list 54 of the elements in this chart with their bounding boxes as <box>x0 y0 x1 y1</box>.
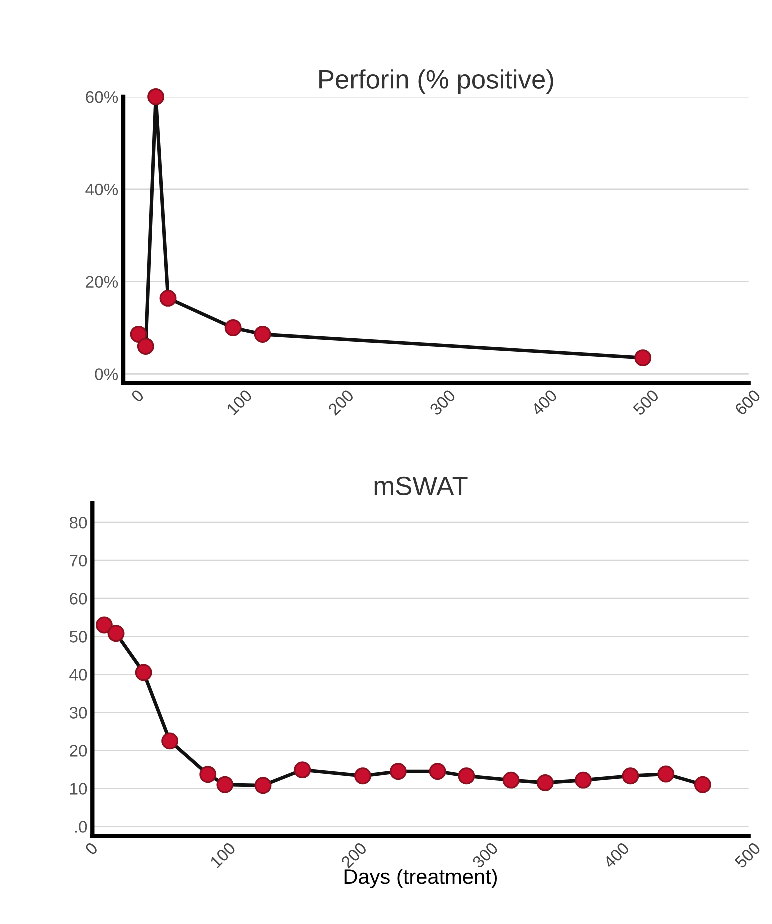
point <box>458 768 476 785</box>
point <box>658 766 675 783</box>
x-tick-label: 500 <box>632 389 660 416</box>
y-tick-label: 20% <box>86 276 118 288</box>
x-tick-label: 200 <box>328 389 355 416</box>
point <box>216 776 234 794</box>
y-tick-label: 40 <box>70 669 88 681</box>
point <box>160 290 177 307</box>
x-tick-label: 400 <box>602 842 630 870</box>
chart-title: Perforin (% positive) <box>320 70 554 94</box>
point <box>254 777 272 794</box>
y-tick-label: .0 <box>75 821 88 833</box>
x-tick-label: 500 <box>734 842 762 869</box>
x-tick-label: 0 <box>84 842 99 856</box>
point <box>162 732 179 750</box>
chart-title: mSWAT <box>374 476 468 496</box>
y-tick-label: 60% <box>86 91 118 104</box>
point <box>429 763 446 780</box>
y-tick-label: 30 <box>70 707 88 719</box>
x-tick-label: 300 <box>472 842 499 869</box>
y-tick-label: 20 <box>70 745 88 757</box>
y-tick-label: 0% <box>95 368 118 380</box>
point <box>502 772 520 789</box>
point <box>354 768 372 785</box>
x-tick-label: 0 <box>130 389 145 404</box>
point <box>575 772 592 789</box>
point <box>536 774 554 792</box>
point <box>137 338 154 355</box>
y-tick-label: 70 <box>70 555 88 567</box>
point <box>108 625 125 642</box>
point <box>200 766 217 784</box>
point <box>148 88 165 106</box>
x-tick-label: 400 <box>530 389 558 416</box>
x-tick-label: 200 <box>340 842 368 869</box>
x-tick-label: 300 <box>429 389 456 416</box>
y-tick-label: 40% <box>86 184 118 196</box>
y-tick-label: 50 <box>70 631 88 643</box>
x-tick-label: 100 <box>210 842 236 868</box>
point <box>96 616 113 634</box>
point <box>622 768 640 785</box>
y-tick-label: 80 <box>70 516 88 529</box>
point <box>130 326 148 343</box>
point <box>294 762 312 779</box>
x-tick-label: 600 <box>734 389 762 416</box>
point <box>390 763 407 780</box>
point <box>634 350 652 367</box>
y-tick-label: 10 <box>70 783 88 795</box>
point <box>224 320 242 336</box>
x-tick-label: 100 <box>226 389 253 416</box>
point <box>694 776 712 794</box>
point <box>135 664 152 682</box>
point <box>254 326 272 343</box>
x-axis-title: Days (treatment) <box>344 868 498 888</box>
y-tick-label: 60 <box>70 593 88 605</box>
